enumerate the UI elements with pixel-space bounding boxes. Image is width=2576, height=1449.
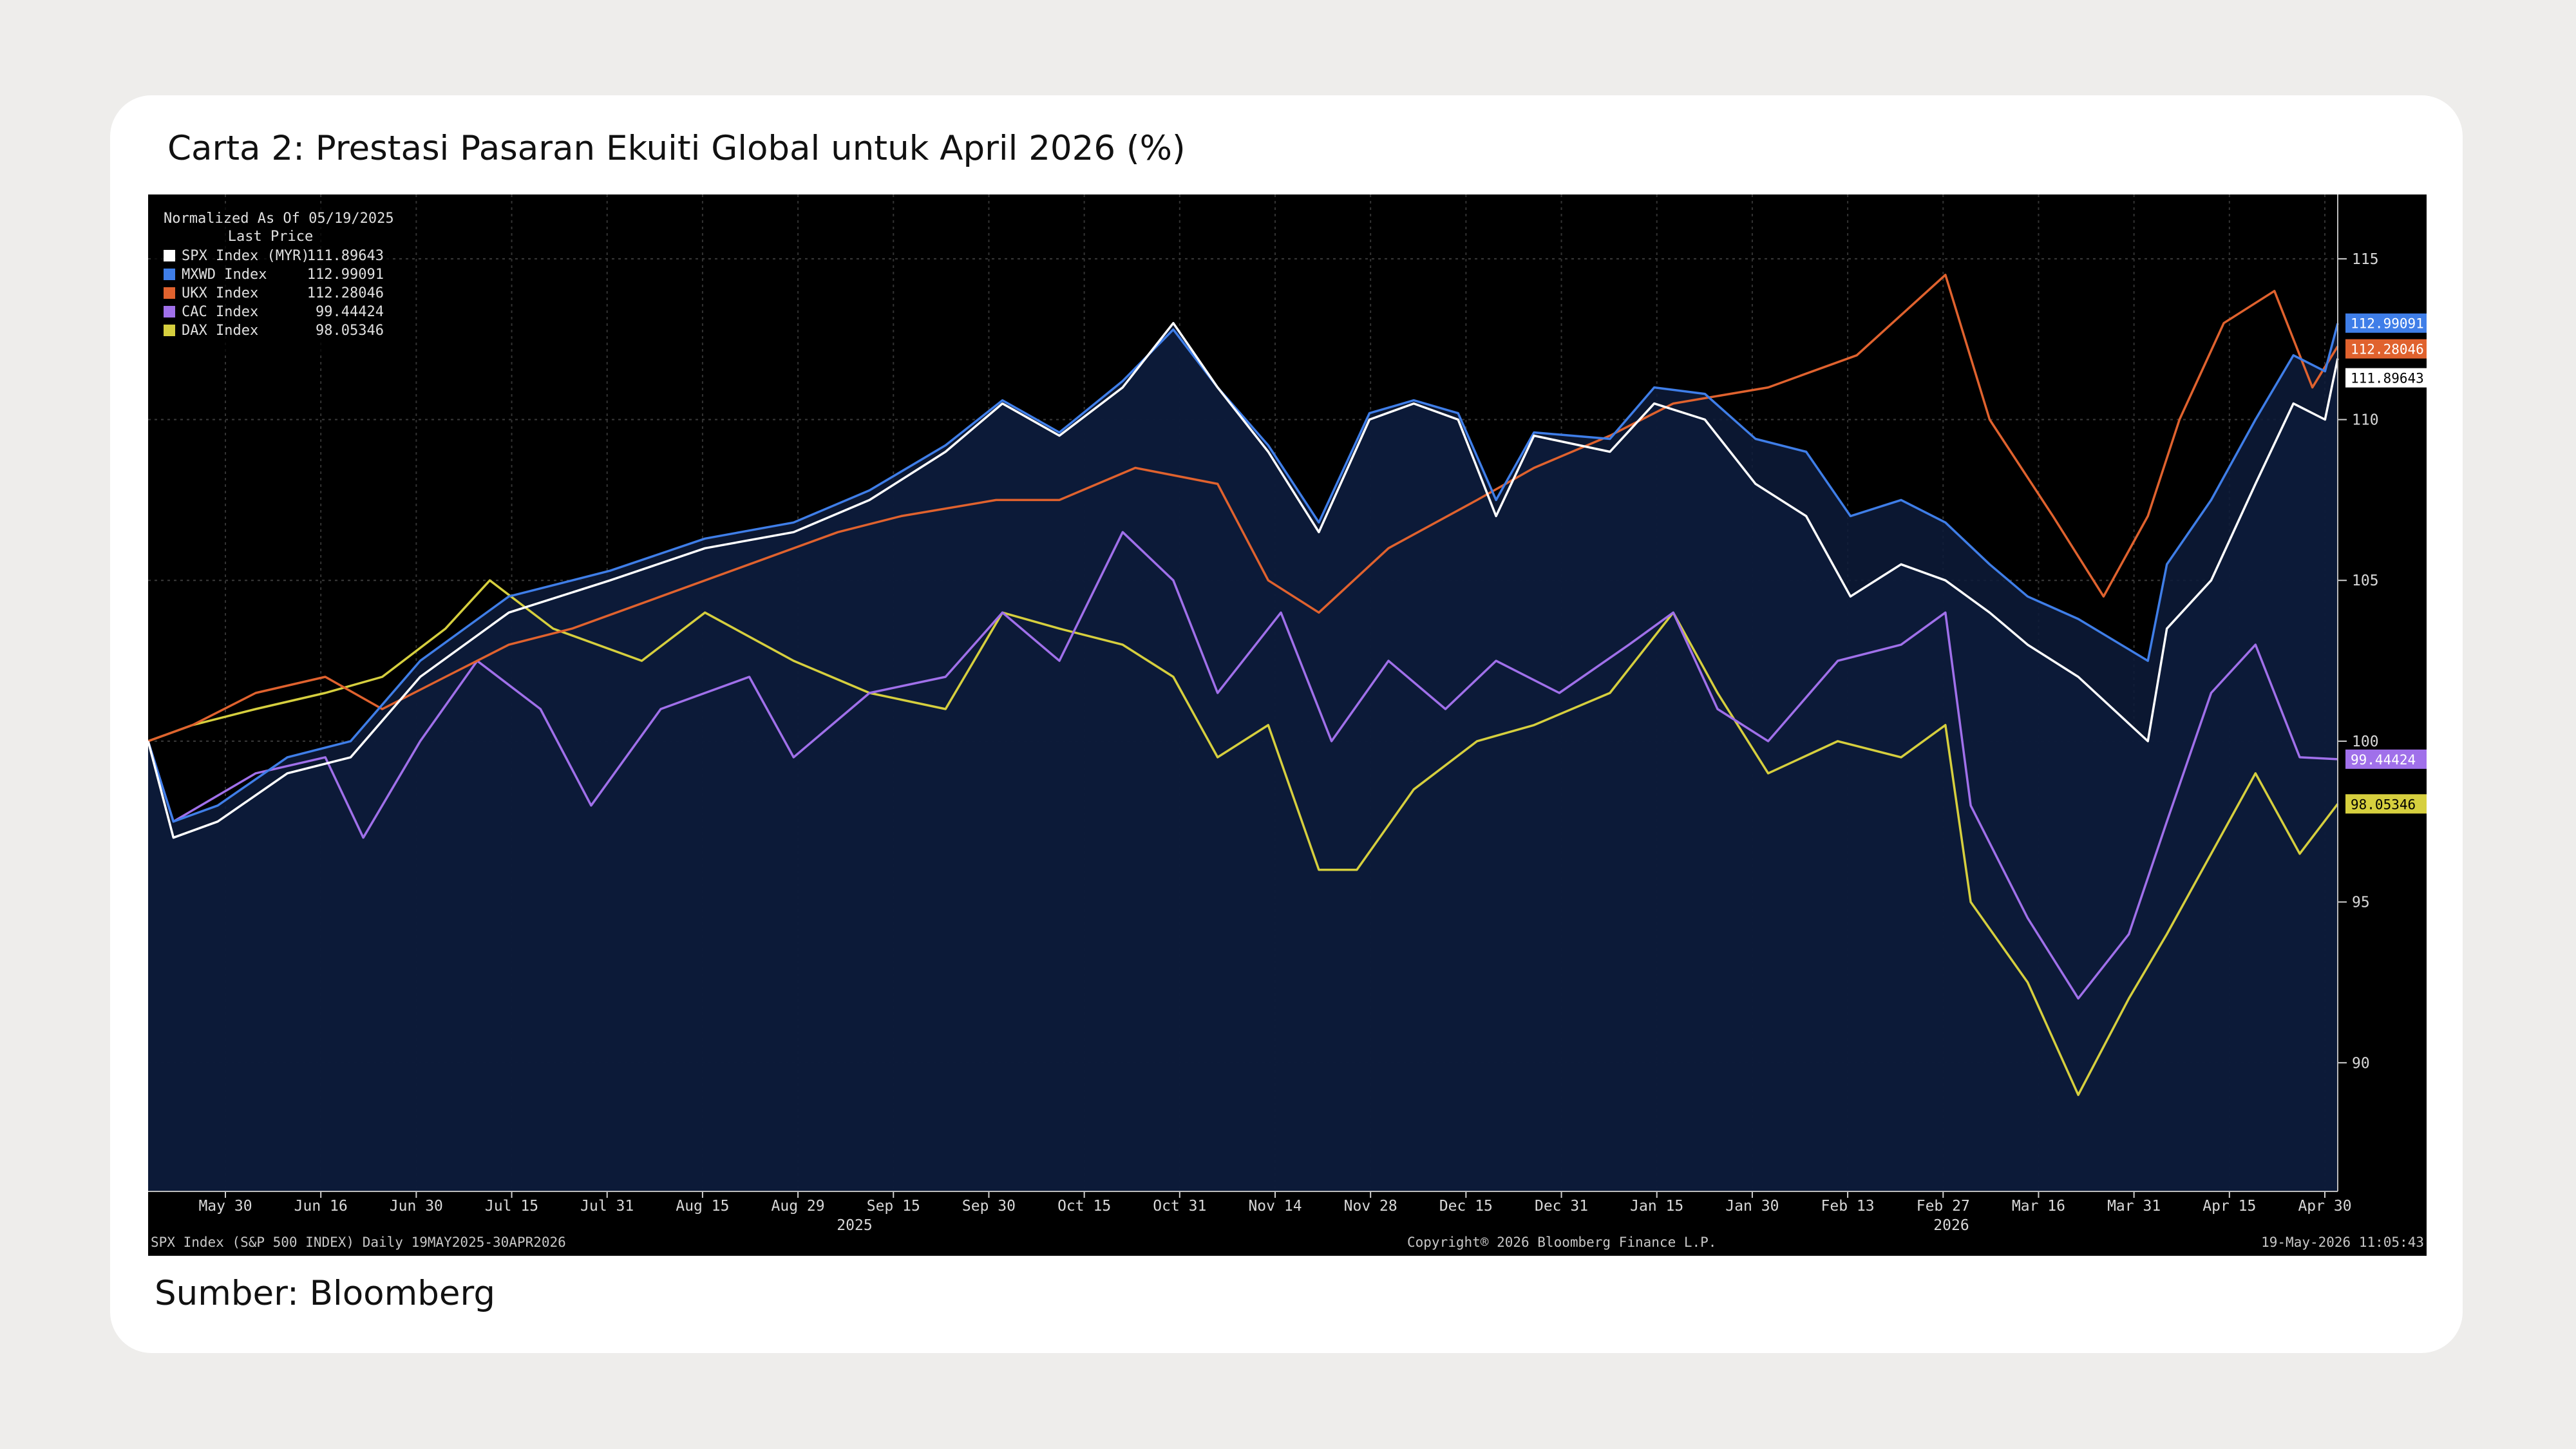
x-tick-label: Nov 28 (1344, 1198, 1397, 1215)
x-tick-label: Jun 16 (294, 1198, 348, 1215)
area-fill-mxwd (148, 323, 2338, 1192)
legend-swatch (164, 287, 175, 299)
last-price-tag-spx: 111.89643 (2345, 368, 2427, 388)
last-price-tag-cac: 99.44424 (2345, 749, 2427, 769)
legend-swatch (164, 306, 175, 317)
x-tick-label: Jul 15 (485, 1198, 538, 1215)
y-tick-label: 90 (2352, 1055, 2370, 1072)
x-tick-label: Feb 13 (1821, 1198, 1875, 1215)
legend-series-last: 111.89643 (307, 248, 384, 264)
legend-series-last: 112.99091 (307, 267, 384, 283)
legend-series-name: MXWD Index (182, 267, 267, 283)
series-lines (147, 274, 2339, 1096)
x-year-label: 2025 (837, 1217, 872, 1234)
last-price-tags: 112.99091 112.28046 111.89643 99.44424 98.05… (2345, 313, 2427, 814)
x-tick-label: Sep 30 (962, 1198, 1016, 1215)
series-line-dax (147, 579, 2339, 1096)
legend-subheader: Last Price (228, 229, 313, 245)
x-tick-label: Mar 16 (2012, 1198, 2065, 1215)
y-tick-label: 95 (2352, 895, 2370, 911)
legend-series-name: DAX Index (182, 323, 258, 339)
last-price-tag-label: 112.28046 (2351, 342, 2424, 357)
chart-container: 90 95 100 105 110 115 May 30 Jun 16 Jun 30 Jul 1… (147, 194, 2427, 1256)
y-tick-label: 115 (2352, 251, 2379, 268)
series-line-spx (147, 321, 2339, 839)
last-price-tag-label: 98.05346 (2351, 797, 2416, 812)
x-tick-label: Sep 15 (867, 1198, 920, 1215)
x-tick-label: May 30 (198, 1198, 252, 1215)
last-price-tag-bg (2345, 339, 2427, 359)
legend-series-last: 98.05346 (316, 323, 384, 339)
x-tick-label: Jan 30 (1725, 1198, 1779, 1215)
x-tick-label: Oct 15 (1057, 1198, 1111, 1215)
x-tick-label: Apr 15 (2202, 1198, 2256, 1215)
bloomberg-line-chart: 90 95 100 105 110 115 May 30 Jun 16 Jun 30 Jul 1… (147, 194, 2427, 1256)
x-tick-label: Aug 15 (676, 1198, 729, 1215)
y-tick-label: 100 (2352, 734, 2379, 750)
x-year-label: 2026 (1933, 1217, 1969, 1234)
legend-series-name: SPX Index (MYR) (182, 248, 310, 264)
x-tick-label: Oct 31 (1153, 1198, 1206, 1215)
source-note: Sumber: Bloomberg (155, 1274, 495, 1313)
legend-header: Normalized As Of 05/19/2025 (164, 211, 394, 227)
x-tick-label: Dec 31 (1535, 1198, 1588, 1215)
legend-swatch (164, 269, 175, 280)
legend-series-last: 112.28046 (307, 285, 384, 301)
footer-left: SPX Index (S&P 500 INDEX) Daily 19MAY202… (151, 1235, 566, 1250)
legend-series-name: UKX Index (182, 285, 258, 301)
series-line-mxwd (147, 323, 2339, 823)
last-price-tag-label: 112.99091 (2351, 316, 2424, 332)
x-tick-label: Jul 31 (580, 1198, 634, 1215)
x-tick-label: Mar 31 (2107, 1198, 2161, 1215)
series-fills (148, 323, 2338, 1192)
legend-swatch (164, 325, 175, 336)
y-axis: 90 95 100 105 110 115 (2337, 194, 2379, 1191)
footer-center: Copyright® 2026 Bloomberg Finance L.P. (1407, 1235, 1716, 1250)
last-price-tag-dax: 98.05346 (2345, 794, 2427, 814)
last-price-tag-label: 111.89643 (2351, 371, 2424, 386)
series-line-cac (147, 531, 2338, 1000)
last-price-tag-bg (2345, 749, 2427, 769)
x-tick-label: Dec 15 (1439, 1198, 1493, 1215)
legend-box (152, 204, 390, 352)
x-tick-label: Apr 30 (2298, 1198, 2351, 1215)
x-tick-label: Aug 29 (772, 1198, 825, 1215)
legend: Normalized As Of 05/19/2025 Last Price SPX… (152, 204, 394, 352)
x-tick-label: Jun 30 (390, 1198, 443, 1215)
last-price-tag-bg (2345, 794, 2427, 814)
last-price-tag-mxwd: 112.99091 (2345, 313, 2427, 333)
last-price-tag-ukx: 112.28046 (2345, 339, 2427, 359)
legend-series-name: CAC Index (182, 304, 258, 320)
x-tick-label: Nov 14 (1248, 1198, 1302, 1215)
x-tick-label: Jan 15 (1630, 1198, 1683, 1215)
y-tick-label: 105 (2352, 573, 2379, 589)
y-tick-label: 110 (2352, 412, 2379, 429)
x-axis: May 30 Jun 16 Jun 30 Jul 15 Jul 31 Aug 15 Aug … (148, 1191, 2352, 1234)
x-tick-label: Feb 27 (1917, 1198, 1970, 1215)
last-price-tag-label: 99.44424 (2351, 752, 2416, 768)
last-price-tag-bg (2345, 368, 2427, 388)
legend-series-last: 99.44424 (316, 304, 384, 320)
last-price-tag-bg (2345, 313, 2427, 333)
legend-swatch (164, 250, 175, 261)
footer-right: 19-May-2026 11:05:43 (2261, 1235, 2424, 1250)
series-line-ukx (147, 274, 2339, 743)
page-title: Carta 2: Prestasi Pasaran Ekuiti Global … (167, 129, 1186, 168)
